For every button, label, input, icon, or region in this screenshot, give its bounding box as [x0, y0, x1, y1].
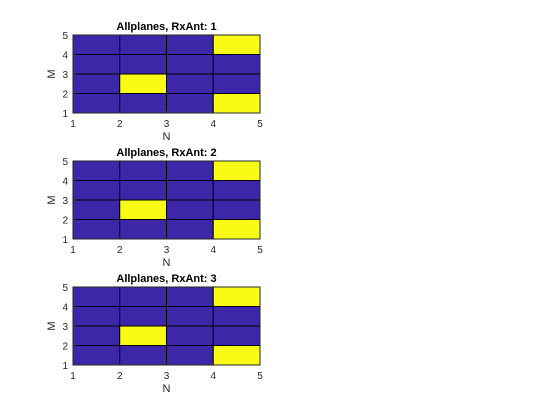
heatmap-cell — [166, 34, 214, 55]
y-axis-label: M — [46, 195, 58, 204]
y-tick-label: 3 — [62, 70, 68, 81]
y-tick-label: 4 — [62, 177, 68, 188]
heatmap-cell — [166, 54, 214, 75]
heatmap-cell — [212, 180, 261, 201]
heatmap-cell — [212, 34, 261, 55]
heatmap-cell — [72, 199, 121, 220]
chart-title: Allplanes, RxAnt: 1 — [116, 21, 216, 33]
heatmap-cell — [166, 306, 214, 327]
heatmap-cell — [166, 286, 214, 307]
heatmap-cell — [166, 180, 214, 201]
y-axis-label: M — [46, 321, 58, 330]
heatmap-cell — [72, 345, 121, 366]
x-tick-label: 5 — [257, 119, 263, 130]
heatmap-cell — [72, 93, 121, 114]
x-axis-label: N — [163, 131, 171, 143]
heatmap-cell — [119, 180, 167, 201]
heatmap-cell — [119, 54, 167, 75]
heatmap-cell — [119, 306, 167, 327]
y-tick-label: 5 — [62, 31, 68, 42]
x-axis-label: N — [163, 257, 171, 269]
x-tick-label: 1 — [70, 245, 76, 256]
heatmap-cell — [166, 325, 214, 346]
x-tick-label: 5 — [257, 245, 263, 256]
heatmap-cell — [166, 73, 214, 94]
y-tick-label: 5 — [62, 283, 68, 294]
heatmap-cell — [119, 199, 167, 220]
x-tick-label: 4 — [210, 119, 216, 130]
x-tick-label: 2 — [117, 245, 123, 256]
heatmap-cell — [72, 286, 121, 307]
heatmap-cell — [72, 219, 121, 240]
heatmap-cell — [119, 286, 167, 307]
y-tick-label: 2 — [62, 90, 68, 101]
heatmap-cell — [212, 345, 261, 366]
heatmap-cell — [119, 93, 167, 114]
chart-title: Allplanes, RxAnt: 3 — [116, 273, 216, 285]
x-tick-label: 2 — [117, 119, 123, 130]
heatmap-cell — [72, 306, 121, 327]
heatmap-cell — [119, 73, 167, 94]
heatmap-cell — [72, 73, 121, 94]
heatmap-cell — [72, 54, 121, 75]
heatmap-cell — [212, 160, 261, 181]
x-tick-label: 1 — [70, 119, 76, 130]
heatmap-cell — [212, 54, 261, 75]
heatmap-cell — [212, 286, 261, 307]
y-axis-label: M — [46, 69, 58, 78]
y-tick-label: 1 — [62, 361, 68, 372]
y-tick-label: 1 — [62, 235, 68, 246]
heatmap-cell — [72, 160, 121, 181]
y-tick-label: 1 — [62, 109, 68, 120]
heatmap-cell — [212, 219, 261, 240]
heatmap-cell — [166, 93, 214, 114]
x-tick-label: 2 — [117, 371, 123, 382]
heatmap-cell — [119, 34, 167, 55]
heatmap-cell — [166, 345, 214, 366]
heatmap-cell — [212, 306, 261, 327]
heatmap-cell — [166, 199, 214, 220]
heatmap-cell — [72, 34, 121, 55]
subplot-2: 1 2 3 4 5 1 2 3 4 5 Allplanes, RxAnt: 2 N M — [46, 147, 263, 269]
x-tick-label: 3 — [164, 119, 170, 130]
x-tick-label: 4 — [210, 245, 216, 256]
y-tick-label: 4 — [62, 51, 68, 62]
y-tick-label: 2 — [62, 216, 68, 227]
subplot-1: 1 2 3 4 5 1 2 3 4 5 Allplanes, RxAnt: 1 N M — [46, 21, 263, 143]
y-tick-label: 2 — [62, 342, 68, 353]
heatmap-cell — [166, 219, 214, 240]
heatmap-cell — [119, 345, 167, 366]
y-tick-label: 3 — [62, 322, 68, 333]
heatmap-cell — [212, 325, 261, 346]
heatmap-cell — [212, 199, 261, 220]
heatmap-cell — [119, 160, 167, 181]
heatmap-cell — [212, 73, 261, 94]
x-tick-label: 4 — [210, 371, 216, 382]
x-axis-label: N — [163, 383, 171, 395]
y-tick-label: 5 — [62, 157, 68, 168]
heatmap-cell — [119, 325, 167, 346]
y-tick-label: 4 — [62, 303, 68, 314]
x-tick-label: 3 — [164, 245, 170, 256]
x-tick-label: 1 — [70, 371, 76, 382]
y-tick-label: 3 — [62, 196, 68, 207]
subplot-3: 1 2 3 4 5 1 2 3 4 5 Allplanes, RxAnt: 3 N M — [46, 273, 263, 395]
x-tick-label: 3 — [164, 371, 170, 382]
chart-title: Allplanes, RxAnt: 2 — [116, 147, 216, 159]
x-tick-label: 5 — [257, 371, 263, 382]
heatmap-cell — [166, 160, 214, 181]
heatmap-cell — [212, 93, 261, 114]
heatmap-cell — [72, 180, 121, 201]
heatmap-cell — [72, 325, 121, 346]
heatmap-cell — [119, 219, 167, 240]
